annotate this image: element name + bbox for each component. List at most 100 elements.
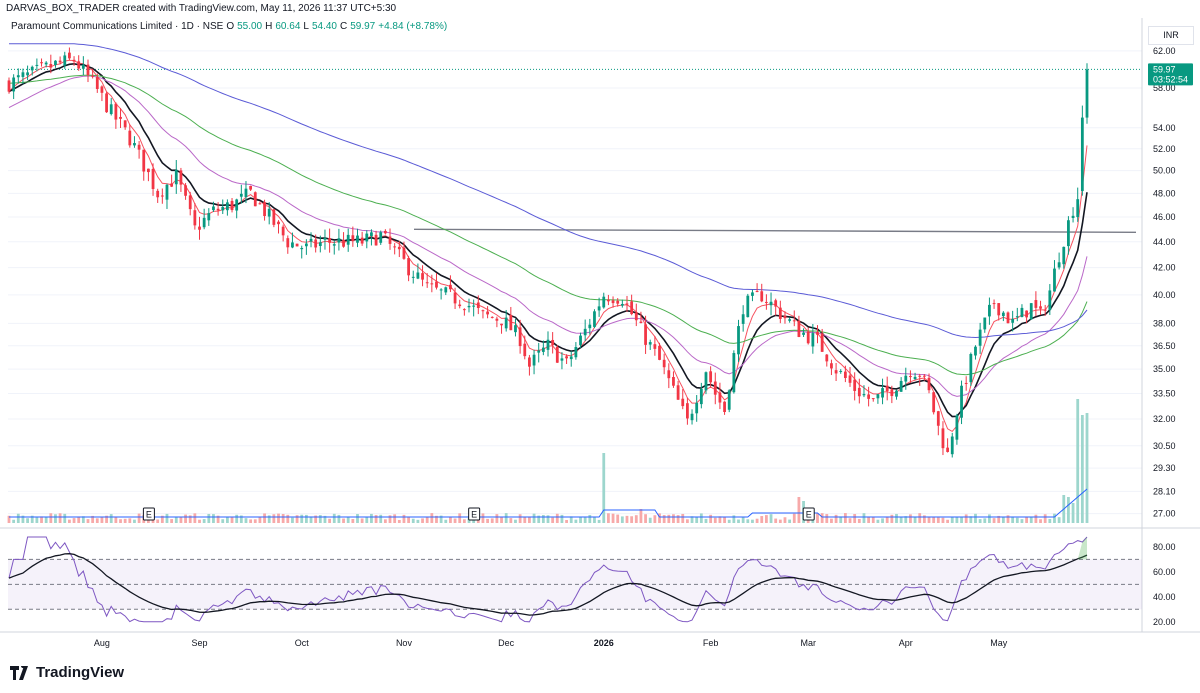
volume-bar (12, 519, 16, 523)
candle (1011, 310, 1015, 332)
candle (393, 243, 397, 255)
volume-bar (746, 519, 750, 523)
resistance-line (413, 228, 1137, 233)
volume-bar (816, 513, 819, 523)
volume-bar (792, 513, 796, 523)
candle-body (528, 357, 531, 367)
volume-bar (156, 519, 160, 523)
candle (235, 198, 239, 219)
symbol-name[interactable]: Paramount Communications Limited · 1D · … (11, 21, 224, 32)
candle (198, 216, 201, 240)
candle (435, 273, 438, 290)
candle (713, 372, 717, 405)
volume-bar (783, 517, 787, 523)
candle-body (54, 60, 57, 66)
candle (936, 410, 940, 436)
candle (174, 160, 178, 194)
candle-body (778, 307, 782, 319)
volume-bar (1057, 517, 1061, 523)
candle-body (732, 353, 736, 393)
candle-body (388, 236, 392, 244)
candle-body (881, 388, 884, 398)
time-tick-label: 2026 (594, 638, 614, 648)
candle (709, 366, 713, 388)
candle (314, 234, 318, 253)
candle-body (676, 385, 680, 400)
price-tick-label: 30.50 (1153, 441, 1176, 451)
candle-body (40, 62, 43, 64)
time-tick-label: Oct (295, 638, 310, 648)
volume-bar (1043, 514, 1047, 523)
earnings-marker: E (468, 507, 481, 521)
volume-bar (411, 518, 415, 523)
candle-body (500, 323, 503, 326)
candle (723, 401, 726, 415)
candle (332, 240, 336, 255)
candle-body (281, 226, 285, 236)
volume-bar (318, 515, 322, 523)
candle (788, 317, 792, 323)
volume-bar (225, 516, 229, 523)
candle-body (946, 447, 949, 452)
candle (541, 340, 545, 356)
candle-body (593, 311, 596, 327)
candle-body (718, 392, 722, 403)
candle-body (360, 237, 364, 244)
volume-bar (648, 517, 652, 523)
candle-body (286, 238, 290, 248)
volume-bar (760, 516, 764, 523)
volume-bar (658, 513, 661, 523)
candle-body (383, 230, 387, 234)
candle-body (212, 206, 215, 211)
volume-bar (830, 518, 833, 523)
volume-bar (964, 514, 968, 523)
candle (123, 120, 127, 130)
candle-body (1025, 310, 1028, 318)
candle-body (435, 281, 438, 288)
candle-body (449, 284, 452, 290)
candle (476, 295, 480, 315)
volume-bar (936, 517, 940, 523)
time-tick-label: Mar (800, 638, 816, 648)
candle-body (997, 303, 1001, 316)
candle (49, 54, 53, 74)
candle-body (1020, 307, 1024, 318)
candle-body (337, 238, 341, 243)
candle-body (458, 304, 462, 307)
close-label: C (339, 21, 348, 32)
candle-body (160, 195, 164, 197)
volume-bar (909, 514, 912, 523)
candle (374, 230, 378, 246)
candle-body (569, 356, 573, 360)
candle-body (95, 76, 99, 89)
candle-body (444, 287, 448, 293)
candle (625, 295, 629, 312)
candle-body (114, 103, 118, 120)
price-tick-label: 29.30 (1153, 463, 1176, 473)
price-tick-label: 28.10 (1153, 486, 1176, 496)
candle-body (941, 428, 945, 449)
candle (244, 181, 248, 204)
candle-body (899, 380, 903, 392)
candle-body (579, 335, 582, 346)
volume-bar (876, 519, 880, 523)
volume-bar (881, 518, 884, 523)
candle-body (802, 332, 805, 335)
currency-selector[interactable]: INR (1148, 26, 1194, 45)
time-tick-label: Dec (498, 638, 515, 648)
candle-body (170, 183, 174, 187)
earnings-marker: E (142, 507, 155, 521)
candle (109, 98, 113, 116)
candle (35, 58, 39, 72)
candle (857, 378, 861, 404)
candle-body (616, 300, 620, 304)
volume-bar (449, 517, 452, 523)
candle-body (439, 289, 443, 291)
volume-bar (983, 518, 987, 523)
candle (885, 376, 889, 401)
price-axis: 62.00 58.00 54.00 52.00 50.00 48.00 46.00 44.00… (1153, 46, 1176, 627)
candle (597, 297, 601, 317)
tradingview-logo[interactable]: TradingView (10, 664, 124, 681)
candle (528, 354, 531, 376)
